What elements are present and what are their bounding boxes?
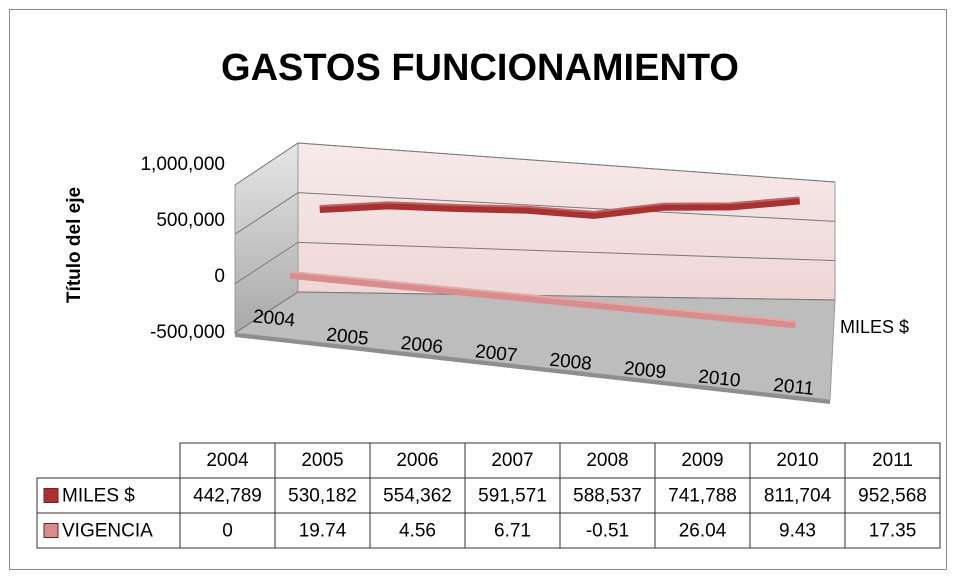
y-tick-label: 0 <box>214 266 225 287</box>
x-tick-label: 2010 <box>697 366 741 391</box>
table-cell: 811,704 <box>764 486 832 507</box>
legend-key <box>43 488 59 503</box>
table-cell: 26.04 <box>679 521 727 542</box>
table-header: 2010 <box>776 450 818 471</box>
x-tick-label: 2006 <box>400 333 444 358</box>
x-tick-label: 2011 <box>772 375 815 400</box>
table-cell: 9.43 <box>779 521 816 542</box>
table-cell: 442,789 <box>193 486 262 507</box>
table-cell: 952,568 <box>858 486 927 507</box>
grid-line <box>234 192 836 235</box>
table-header: 2011 <box>872 450 913 471</box>
table-header: 2009 <box>681 450 723 471</box>
table-cell: 6.71 <box>494 521 531 542</box>
series-line <box>289 270 796 329</box>
grid-line <box>234 291 836 334</box>
x-tick-label: 2009 <box>623 358 667 383</box>
x-tick-label: 2004 <box>252 306 297 331</box>
table-header: 2008 <box>586 450 628 471</box>
y-axis-title: Título del eje <box>64 187 85 303</box>
y-tick-label: -500,000 <box>150 322 225 343</box>
table-cell: 591,571 <box>478 486 547 507</box>
y-tick-label: 500,000 <box>156 210 225 231</box>
table-cell: 554,362 <box>383 486 452 507</box>
grid-line <box>234 142 836 186</box>
depth-axis-label: MILES $ <box>840 317 909 337</box>
table-cell: 530,182 <box>288 486 357 507</box>
x-tick-label: 2008 <box>548 350 592 375</box>
table-cell: 19.74 <box>299 521 347 542</box>
table-cell: 4.56 <box>399 521 436 542</box>
y-tick-label: 1,000,000 <box>140 154 225 175</box>
legend-label: MILES $ <box>62 486 135 507</box>
table-cell: 741,788 <box>668 486 737 507</box>
series-line-top <box>319 196 800 213</box>
floor-edge <box>235 333 830 404</box>
table-header: 2005 <box>301 450 343 471</box>
table-cell: 588,537 <box>573 486 642 507</box>
table-cell: -0.51 <box>586 521 629 542</box>
x-tick-label: 2007 <box>474 341 518 366</box>
x-tick-label: 2005 <box>325 324 369 349</box>
table-header: 2006 <box>396 450 438 471</box>
table-header: 2004 <box>206 450 249 471</box>
table-cell: 0 <box>222 521 233 542</box>
grid-line <box>234 241 836 285</box>
chart-title: GASTOS FUNCIONAMIENTO <box>221 47 739 89</box>
series-line <box>319 196 801 219</box>
legend-key <box>43 523 59 538</box>
series-line-top <box>289 270 796 323</box>
table-cell: 17.35 <box>869 521 917 542</box>
legend-label: VIGENCIA <box>62 521 153 542</box>
table-header: 2007 <box>491 450 533 471</box>
